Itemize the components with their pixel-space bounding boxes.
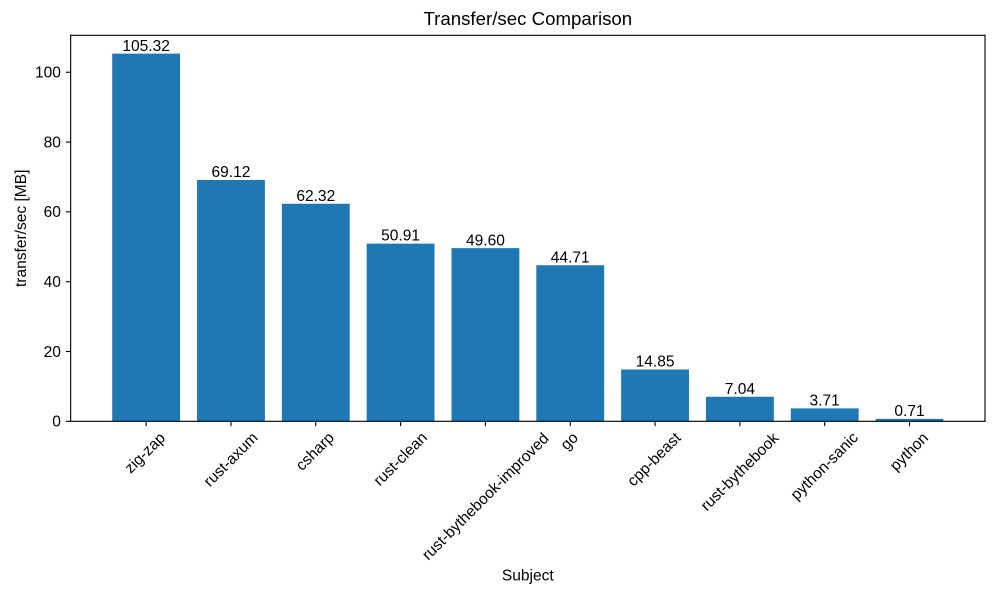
svg-text:69.12: 69.12 <box>212 164 251 181</box>
svg-text:0: 0 <box>52 414 61 431</box>
svg-text:100: 100 <box>35 65 61 82</box>
svg-text:62.32: 62.32 <box>296 188 335 205</box>
svg-text:40: 40 <box>44 274 62 291</box>
svg-text:44.71: 44.71 <box>551 249 590 266</box>
svg-text:14.85: 14.85 <box>636 354 675 371</box>
svg-text:transfer/sec [MB]: transfer/sec [MB] <box>13 170 30 288</box>
svg-text:Transfer/sec Comparison: Transfer/sec Comparison <box>423 8 632 29</box>
svg-text:105.32: 105.32 <box>122 38 170 55</box>
svg-text:0.71: 0.71 <box>894 403 924 420</box>
svg-text:20: 20 <box>44 344 62 361</box>
svg-text:50.91: 50.91 <box>381 228 420 245</box>
svg-text:80: 80 <box>44 134 62 151</box>
svg-text:60: 60 <box>44 204 62 221</box>
svg-text:49.60: 49.60 <box>466 232 505 249</box>
svg-text:3.71: 3.71 <box>810 392 840 409</box>
svg-text:7.04: 7.04 <box>725 381 756 398</box>
svg-text:Subject: Subject <box>502 567 555 584</box>
